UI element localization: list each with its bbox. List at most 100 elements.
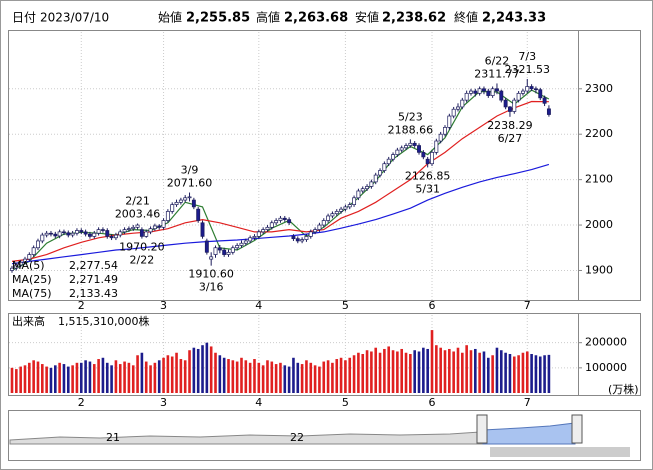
volume-bar [525, 351, 529, 393]
candle-body [469, 90, 473, 94]
volume-bar [495, 347, 499, 393]
volume-bar [149, 365, 152, 393]
candle-body [486, 90, 491, 96]
x-tick-label: 2 [78, 396, 85, 409]
candle-body [96, 229, 101, 234]
volume-bar [205, 342, 209, 393]
candle-body [79, 230, 84, 233]
annotation-date: 6/27 [498, 132, 523, 145]
volume-total: 1,515,310,000株 [58, 314, 149, 328]
x-tick-label: 3 [160, 396, 167, 409]
volume-bar [45, 366, 48, 393]
volume-bar [222, 357, 226, 393]
candle-body [70, 232, 75, 236]
y-tick-label: 2000 [585, 218, 613, 231]
candle-body [57, 231, 62, 237]
volume-panel [8, 313, 641, 396]
candle-body [373, 174, 378, 183]
volume-bar [287, 366, 291, 393]
candle-body [36, 240, 40, 249]
navigator-scrollbar[interactable] [490, 447, 630, 457]
volume-bar [400, 348, 403, 393]
candle-body [31, 247, 36, 255]
candle-body [105, 230, 110, 237]
annotation-price: 2126.85 [405, 169, 451, 182]
volume-bar [417, 351, 421, 393]
candle-body [144, 231, 149, 237]
candle-body [27, 254, 32, 260]
volume-bar [114, 360, 118, 393]
candle-body [464, 92, 469, 101]
candle-body [100, 229, 105, 231]
candle-body [386, 158, 391, 165]
volume-bar [240, 357, 243, 393]
x-tick-label: 6 [429, 396, 436, 409]
volume-bar [97, 359, 100, 393]
annotation-date: 5/31 [415, 182, 440, 195]
volume-bar [404, 352, 408, 393]
volume-bar [84, 360, 87, 393]
candle-body [533, 88, 538, 91]
date-label: 日付 [12, 11, 36, 25]
annotation-price: 2188.66 [388, 123, 434, 136]
volume-bar [253, 359, 256, 393]
volume-bar [478, 352, 481, 393]
volume-bar [305, 360, 308, 393]
volume-bar [23, 365, 27, 393]
x-tick-label: 5 [342, 299, 349, 312]
volume-bar [352, 355, 356, 393]
candle-body [269, 222, 274, 228]
candle-body [274, 220, 279, 224]
volume-bar [75, 362, 79, 393]
annotation-price: 1970.20 [119, 241, 165, 254]
navigator-handle-right[interactable] [571, 414, 583, 444]
x-tick-label: 5 [342, 396, 349, 409]
volume-bar [309, 362, 313, 393]
candle-body [18, 261, 23, 266]
volume-bar [92, 364, 96, 393]
volume-bar [413, 350, 416, 393]
volume-bar [313, 365, 317, 393]
date-value: 2023/07/10 [40, 11, 109, 25]
candle-body [360, 188, 365, 192]
volume-bar [348, 357, 352, 393]
candle-body [118, 231, 123, 236]
price-panel [8, 30, 641, 301]
volume-bar [227, 359, 230, 393]
candle-body [243, 240, 248, 244]
candle-body [546, 108, 551, 115]
candle-body [122, 229, 127, 233]
volume-bar [183, 360, 187, 393]
volume-bar [105, 362, 109, 393]
volume-bar [179, 359, 183, 393]
candle-body [126, 228, 131, 230]
candle-body [490, 88, 495, 96]
volume-bar [127, 362, 131, 393]
annotation-date: 2/21 [125, 194, 150, 207]
candle-body [191, 199, 196, 208]
volume-bar [370, 351, 373, 393]
volume-bar [188, 350, 191, 393]
volume-bar [244, 360, 248, 393]
volume-bar [521, 352, 525, 393]
volume-bar [218, 355, 222, 393]
open-label: 始値 [158, 10, 182, 25]
volume-bar [153, 362, 157, 393]
volume-bar [279, 362, 282, 393]
candle-body [74, 230, 79, 234]
volume-bar [66, 366, 70, 393]
candle-body [529, 86, 534, 90]
candle-body [209, 256, 214, 260]
volume-bar [530, 354, 533, 393]
candle-body [187, 196, 192, 199]
volume-bar [274, 364, 278, 393]
candle-body [304, 236, 309, 240]
volume-bar [335, 359, 339, 393]
volume-bar [196, 348, 200, 393]
volume-bar [452, 351, 455, 393]
navigator-handle-left[interactable] [476, 414, 488, 444]
volume-bar [378, 352, 382, 393]
volume-bar [331, 362, 334, 393]
volume-bar [396, 351, 399, 393]
